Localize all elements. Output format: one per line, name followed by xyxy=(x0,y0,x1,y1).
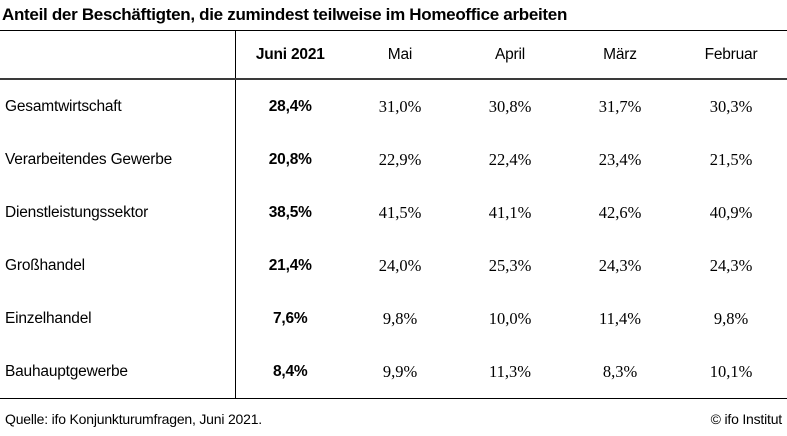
value-cell: 28,4% xyxy=(268,97,312,115)
homeoffice-table: Juni 2021 Mai April März Februar Gesamtw… xyxy=(0,31,787,399)
value-cell: 11,3% xyxy=(455,345,565,399)
value-cell: 20,8% xyxy=(268,150,312,168)
table-row: Großhandel 21,4% 24,0% 25,3% 24,3% 24,3% xyxy=(0,239,787,292)
row-label: Bauhauptgewerbe xyxy=(0,345,236,399)
value-cell: 30,8% xyxy=(488,96,532,116)
row-label: Verarbeitendes Gewerbe xyxy=(0,133,236,186)
table-row: Gesamtwirtschaft 28,4% 31,0% 30,8% 31,7%… xyxy=(0,79,787,133)
value-cell: 30,3% xyxy=(709,96,753,116)
value-cell: 24,3% xyxy=(709,255,753,275)
value-cell: 38,5% xyxy=(268,203,312,221)
row-label: Gesamtwirtschaft xyxy=(0,79,236,133)
value-cell: 24,0% xyxy=(378,255,422,275)
column-header-mai: Mai xyxy=(345,31,455,80)
value-cell: 9,8% xyxy=(713,308,749,328)
value-cell: 9,8% xyxy=(382,308,418,328)
value-cell: 24,3% xyxy=(598,255,642,275)
column-header-empty xyxy=(0,31,236,80)
value-cell: 41,1% xyxy=(488,202,532,222)
table-row: Dienstleistungssektor 38,5% 41,5% 41,1% … xyxy=(0,186,787,239)
column-header-februar: Februar xyxy=(675,31,787,80)
table-body: Gesamtwirtschaft 28,4% 31,0% 30,8% 31,7%… xyxy=(0,79,787,399)
value-cell: 42,6% xyxy=(598,202,642,222)
column-header-april: April xyxy=(455,31,565,80)
table-row: Einzelhandel 7,6% 9,8% 10,0% 11,4% 9,8% xyxy=(0,292,787,345)
figure-footer: Quelle: ifo Konjunkturumfragen, Juni 202… xyxy=(0,399,787,436)
value-cell: 9,9% xyxy=(345,345,455,399)
table-row: Bauhauptgewerbe 8,4% 9,9% 11,3% 8,3% 10,… xyxy=(0,345,787,399)
value-cell: 22,4% xyxy=(488,149,532,169)
column-header-maerz: März xyxy=(565,31,675,80)
value-cell: 8,4% xyxy=(235,345,345,399)
row-label: Einzelhandel xyxy=(0,292,236,345)
column-header-juni-2021: Juni 2021 xyxy=(235,31,345,80)
value-cell: 21,4% xyxy=(268,256,312,274)
value-cell: 8,3% xyxy=(565,345,675,399)
row-label: Großhandel xyxy=(0,239,236,292)
value-cell: 7,6% xyxy=(272,309,308,327)
value-cell: 23,4% xyxy=(598,149,642,169)
row-label: Dienstleistungssektor xyxy=(0,186,236,239)
value-cell: 11,4% xyxy=(598,308,641,328)
value-cell: 31,7% xyxy=(598,96,642,116)
value-cell: 21,5% xyxy=(709,149,753,169)
value-cell: 31,0% xyxy=(378,96,422,116)
value-cell: 40,9% xyxy=(709,202,753,222)
copyright-note: © ifo Institut xyxy=(710,411,783,427)
value-cell: 41,5% xyxy=(378,202,422,222)
table-row: Verarbeitendes Gewerbe 20,8% 22,9% 22,4%… xyxy=(0,133,787,186)
table-header: Juni 2021 Mai April März Februar xyxy=(0,31,787,80)
value-cell: 25,3% xyxy=(488,255,532,275)
value-cell: 10,1% xyxy=(675,345,787,399)
value-cell: 10,0% xyxy=(488,308,532,328)
source-note: Quelle: ifo Konjunkturumfragen, Juni 202… xyxy=(5,411,262,427)
chart-title: Anteil der Beschäftigten, die zumindest … xyxy=(0,0,787,31)
value-cell: 22,9% xyxy=(378,149,422,169)
header-row: Juni 2021 Mai April März Februar xyxy=(0,31,787,80)
